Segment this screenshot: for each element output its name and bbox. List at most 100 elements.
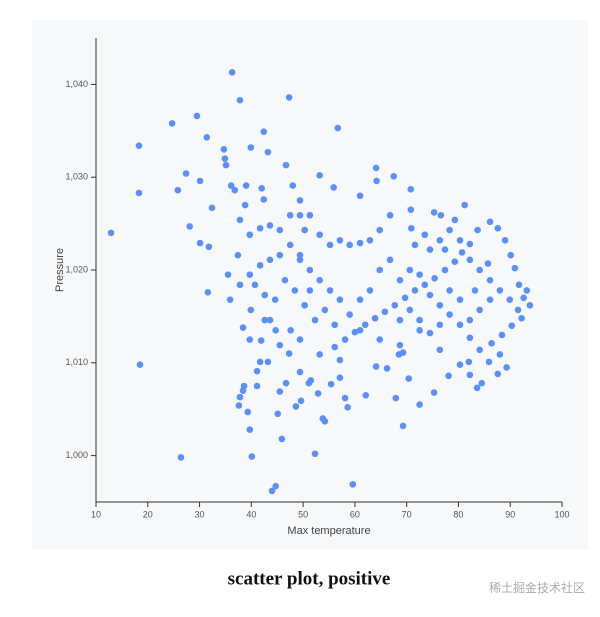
point [168, 120, 176, 127]
point [193, 112, 201, 120]
x-tick-label: 80 [453, 509, 463, 519]
point [501, 237, 509, 244]
point [291, 287, 299, 294]
point [372, 363, 380, 370]
point [436, 321, 444, 329]
point [341, 336, 349, 343]
point [261, 291, 269, 299]
point [301, 226, 308, 234]
point [235, 402, 243, 409]
point [485, 358, 493, 366]
point [494, 224, 502, 232]
point [376, 266, 384, 274]
point [253, 382, 261, 390]
point [258, 185, 265, 192]
point [356, 327, 364, 334]
point [321, 306, 329, 314]
point [390, 172, 398, 180]
point [386, 211, 394, 219]
point [356, 192, 364, 200]
point [416, 316, 423, 324]
point [226, 296, 234, 303]
point [331, 343, 338, 351]
point [272, 327, 279, 334]
point [376, 226, 384, 234]
point [514, 306, 522, 314]
x-tick-label: 70 [402, 509, 412, 519]
point [473, 384, 481, 392]
point [314, 390, 322, 397]
point [296, 336, 304, 343]
point [266, 256, 274, 264]
point [361, 321, 369, 329]
point [204, 288, 212, 296]
point [253, 367, 261, 375]
point [196, 177, 204, 185]
point [486, 218, 494, 226]
point [231, 186, 239, 194]
point [396, 316, 404, 324]
x-tick-label: 40 [246, 509, 256, 519]
point [349, 481, 357, 488]
x-tick-label: 30 [195, 509, 205, 519]
point [246, 231, 254, 239]
point [366, 287, 374, 294]
point [406, 306, 414, 314]
point [297, 397, 305, 405]
point [456, 321, 464, 329]
point [441, 266, 449, 274]
watermark: 稀土掘金技术社区 [489, 580, 585, 595]
y-tick-label: 1,040 [65, 79, 88, 89]
y-tick-label: 1,020 [65, 264, 88, 274]
point [260, 196, 268, 203]
point [281, 276, 289, 284]
point [246, 336, 254, 343]
point [286, 211, 294, 219]
point [446, 226, 453, 234]
point [356, 239, 364, 247]
point [241, 201, 249, 209]
point [236, 216, 244, 224]
point [466, 316, 474, 324]
point [316, 276, 323, 284]
point [330, 184, 337, 191]
point [426, 246, 434, 253]
point [256, 262, 264, 269]
x-tick-label: 20 [143, 509, 153, 519]
point [272, 482, 279, 490]
point [205, 243, 213, 251]
point [234, 251, 242, 259]
x-tick-label: 50 [298, 509, 308, 519]
point [458, 249, 466, 256]
point [316, 231, 323, 239]
point [239, 387, 247, 394]
point [416, 327, 423, 334]
point [285, 350, 293, 357]
point [431, 275, 438, 282]
point [456, 237, 464, 244]
point [474, 226, 481, 234]
y-tick-label: 1,030 [65, 172, 88, 182]
point [326, 287, 334, 294]
point [486, 296, 494, 303]
point [247, 306, 255, 314]
point [222, 161, 230, 169]
point [511, 264, 519, 272]
point [456, 296, 464, 303]
point [503, 364, 510, 371]
point [282, 161, 290, 169]
point [411, 287, 419, 294]
point [301, 301, 308, 309]
point [406, 266, 414, 274]
point [506, 296, 514, 303]
point [256, 224, 264, 232]
point [336, 237, 344, 244]
point [484, 260, 492, 267]
point [174, 186, 182, 194]
point [436, 237, 444, 244]
point [287, 327, 294, 334]
point [476, 266, 483, 274]
point [220, 146, 228, 153]
